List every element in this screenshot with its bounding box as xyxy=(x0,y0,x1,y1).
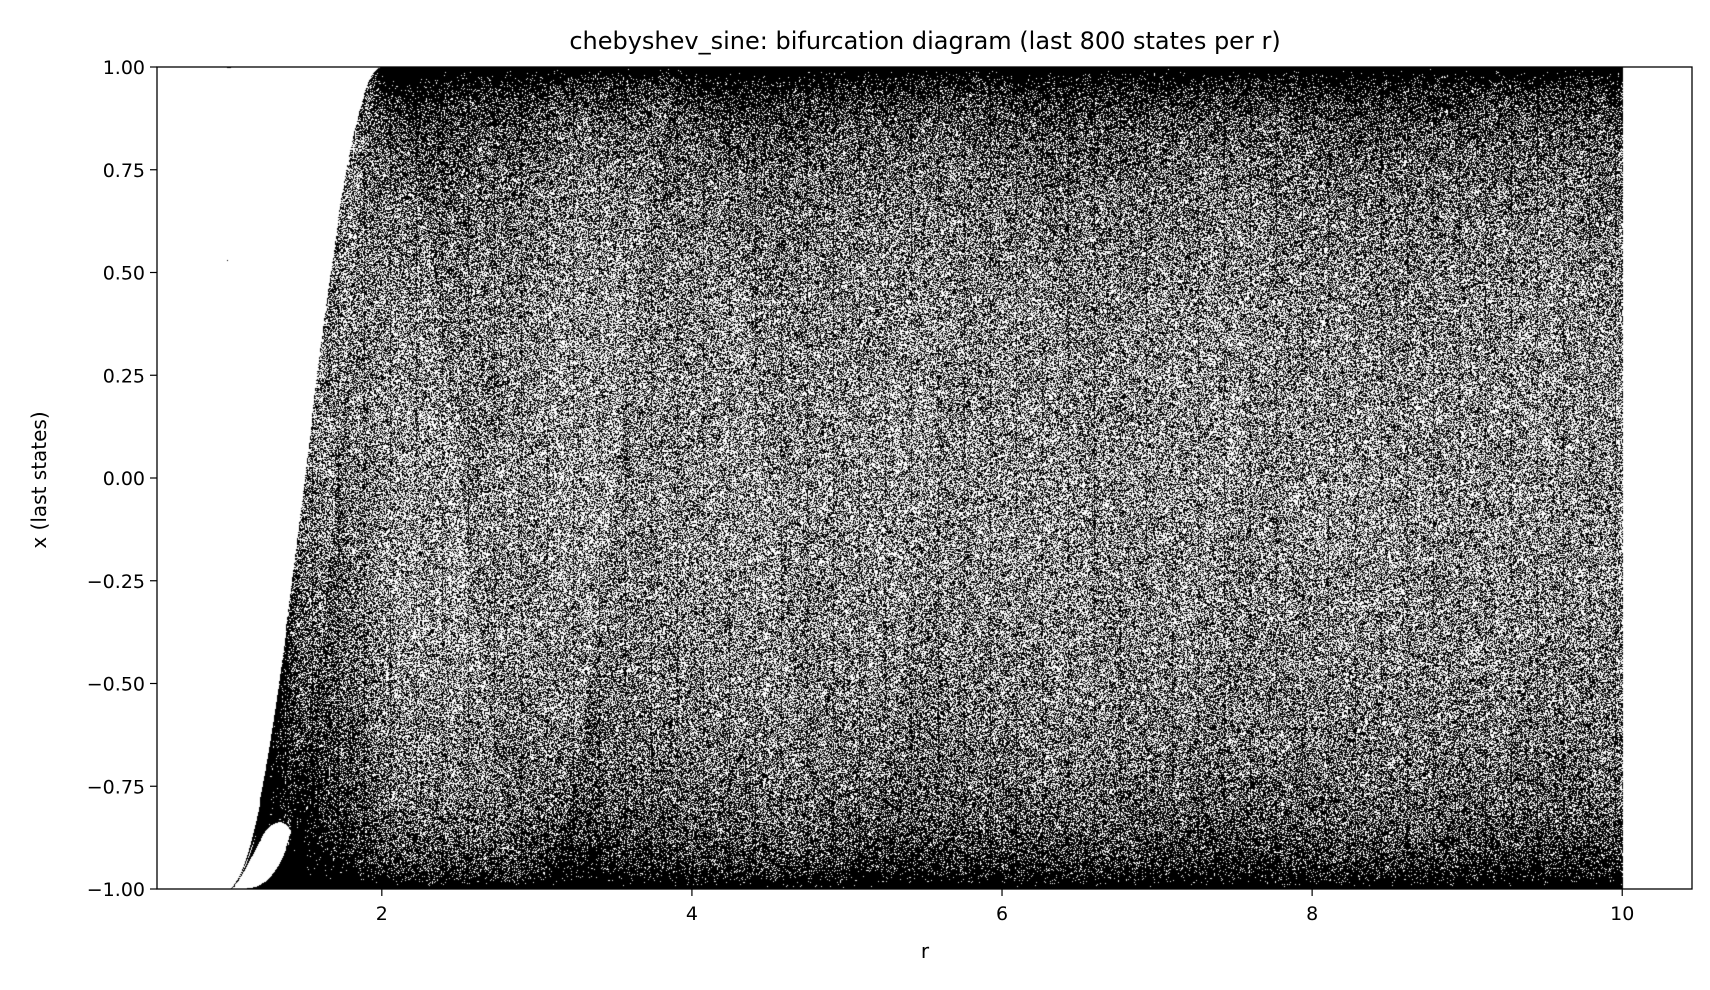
y-tick-label-4: 0.00 xyxy=(103,468,145,490)
x-axis-label: r xyxy=(921,939,930,963)
y-tick-label-1: 0.75 xyxy=(103,160,145,182)
x-tick-label-0: 2 xyxy=(376,903,388,925)
y-axis: 1.00 0.75 0.50 0.25 0.00 −0.25 −0.50 −0.75 −1.00 xyxy=(87,57,157,901)
chart-title: chebyshev_sine: bifurcation diagram (las… xyxy=(569,27,1280,55)
y-tick-label-5: −0.25 xyxy=(87,571,145,593)
y-tick-label-7: −0.75 xyxy=(87,776,145,798)
x-tick-label-3: 8 xyxy=(1306,903,1318,925)
y-axis-label: x (last states) xyxy=(27,411,51,548)
x-tick-label-4: 10 xyxy=(1610,903,1634,925)
y-tick-label-3: 0.25 xyxy=(103,365,145,387)
y-tick-label-8: −1.00 xyxy=(87,879,145,901)
x-tick-label-2: 6 xyxy=(996,903,1008,925)
x-tick-label-1: 4 xyxy=(686,903,698,925)
y-tick-label-0: 1.00 xyxy=(103,57,145,79)
x-axis: 2 4 6 8 10 xyxy=(376,889,1634,925)
y-tick-label-2: 0.50 xyxy=(103,263,145,285)
y-tick-label-6: −0.50 xyxy=(87,674,145,696)
plot-area xyxy=(157,67,1692,889)
scatter-points xyxy=(157,67,1692,889)
